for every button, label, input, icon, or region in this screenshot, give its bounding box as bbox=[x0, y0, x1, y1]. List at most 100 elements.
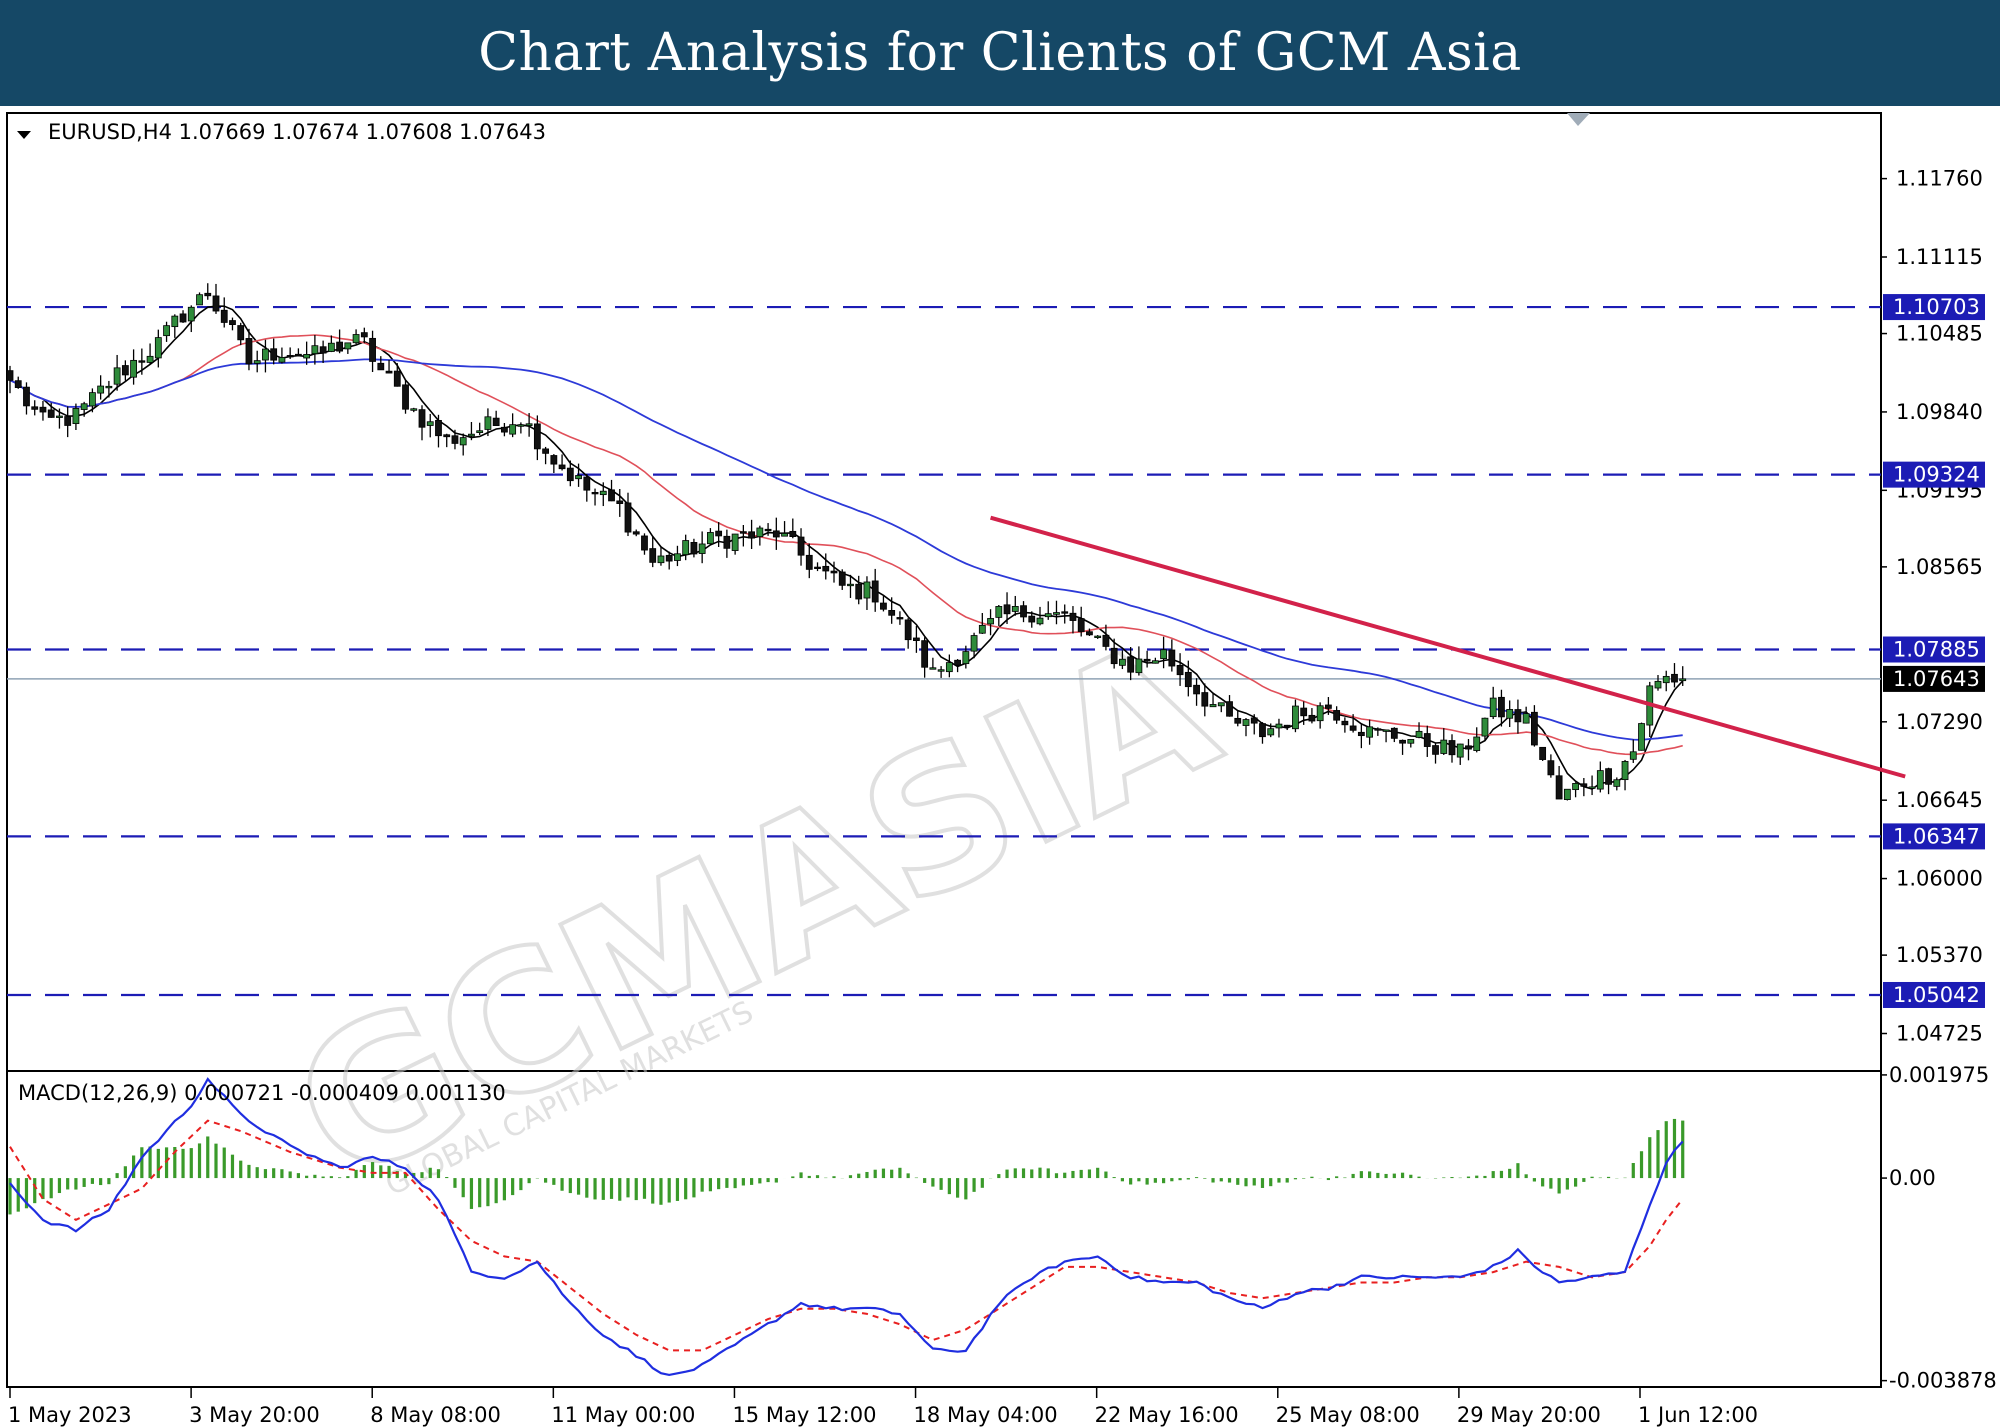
candle bbox=[707, 528, 714, 546]
macd-pane[interactable] bbox=[6, 1070, 1882, 1388]
candle bbox=[830, 561, 838, 583]
candle bbox=[196, 292, 203, 306]
level-label-box bbox=[1883, 461, 1985, 488]
candle bbox=[756, 525, 764, 546]
y-tick-label: 1.08565 bbox=[1896, 555, 1983, 579]
candle bbox=[1498, 689, 1505, 727]
candle bbox=[509, 413, 517, 438]
candle bbox=[550, 454, 558, 474]
candle bbox=[1061, 604, 1069, 624]
candle bbox=[1184, 660, 1192, 697]
candle bbox=[945, 654, 953, 678]
candle bbox=[459, 433, 467, 456]
candle bbox=[393, 363, 401, 387]
candle bbox=[781, 521, 788, 537]
candle bbox=[1522, 706, 1530, 724]
main-pane[interactable] bbox=[6, 112, 1882, 1074]
candle bbox=[1481, 717, 1489, 741]
candle bbox=[764, 523, 772, 536]
candle bbox=[1448, 734, 1456, 763]
candle bbox=[558, 454, 566, 471]
candle bbox=[624, 492, 632, 537]
candle bbox=[1193, 678, 1200, 706]
candle bbox=[1580, 778, 1588, 797]
candle bbox=[1308, 708, 1316, 724]
candle bbox=[608, 479, 615, 502]
symbol-dropdown-icon[interactable] bbox=[17, 131, 31, 139]
symbol-info: EURUSD,H4 1.07669 1.07674 1.07608 1.0764… bbox=[48, 120, 546, 144]
candle bbox=[880, 596, 887, 612]
y-tick-label: 1.07290 bbox=[1896, 710, 1983, 734]
candle bbox=[1226, 695, 1233, 717]
trendline[interactable] bbox=[990, 515, 1906, 779]
candle bbox=[583, 474, 591, 502]
y-tick-label: 1.11115 bbox=[1896, 245, 1983, 269]
candle bbox=[1382, 729, 1390, 743]
candle bbox=[921, 637, 929, 678]
header-banner: Chart Analysis for Clients of GCM Asia bbox=[0, 0, 2000, 106]
candle bbox=[847, 574, 854, 598]
candle bbox=[187, 305, 195, 333]
y-tick-label: 1.09840 bbox=[1896, 400, 1983, 424]
candle bbox=[1316, 702, 1324, 729]
candle bbox=[715, 522, 723, 547]
candle bbox=[797, 528, 805, 566]
candle bbox=[229, 317, 236, 331]
candle bbox=[319, 340, 327, 364]
candle bbox=[814, 562, 821, 572]
candle bbox=[1102, 624, 1110, 651]
x-tick-label: 1 May 2023 bbox=[8, 1403, 132, 1427]
candle bbox=[303, 341, 311, 365]
candle bbox=[327, 335, 335, 353]
macd-signal-line bbox=[9, 1119, 1684, 1352]
candle bbox=[179, 310, 187, 323]
candle bbox=[904, 618, 912, 649]
candle bbox=[1621, 759, 1629, 791]
candle bbox=[311, 335, 319, 365]
candle bbox=[1613, 777, 1621, 791]
candle bbox=[1555, 765, 1563, 800]
candle bbox=[385, 359, 393, 374]
x-tick-label: 11 May 00:00 bbox=[551, 1403, 695, 1427]
candle bbox=[863, 576, 871, 610]
candle bbox=[1036, 606, 1044, 626]
x-tick-label: 8 May 08:00 bbox=[370, 1403, 501, 1427]
candle bbox=[1596, 761, 1604, 793]
candle bbox=[278, 347, 286, 364]
candle bbox=[130, 349, 138, 385]
candle bbox=[154, 329, 162, 368]
candle bbox=[1465, 739, 1472, 761]
page-title: Chart Analysis for Clients of GCM Asia bbox=[478, 23, 1522, 83]
candle bbox=[204, 283, 212, 300]
ma-slow-line bbox=[9, 358, 1683, 741]
candle bbox=[789, 518, 797, 539]
price-chart[interactable]: GCMASIA GLOBAL CAPITAL MARKETS 1.117601.… bbox=[0, 106, 2000, 1428]
candle bbox=[682, 534, 690, 561]
candle bbox=[352, 329, 360, 345]
candle bbox=[443, 433, 451, 448]
candle bbox=[632, 529, 640, 537]
candle bbox=[426, 413, 434, 438]
candle bbox=[31, 400, 39, 416]
candle bbox=[748, 519, 755, 550]
x-tick-label: 15 May 12:00 bbox=[732, 1403, 876, 1427]
candle bbox=[97, 375, 105, 400]
candle bbox=[1110, 638, 1118, 669]
candle bbox=[739, 525, 747, 547]
candle bbox=[1539, 746, 1547, 761]
candle bbox=[1325, 697, 1332, 715]
candle bbox=[369, 330, 376, 373]
y-tick-label: 1.05370 bbox=[1896, 943, 1983, 967]
candle bbox=[1423, 725, 1431, 757]
candle bbox=[253, 350, 261, 373]
candle bbox=[1209, 692, 1217, 708]
chart-shift-marker-icon[interactable] bbox=[1567, 113, 1590, 126]
candle bbox=[1547, 754, 1555, 778]
level-label-box bbox=[1883, 823, 1985, 850]
candle bbox=[822, 553, 830, 580]
candle bbox=[237, 322, 245, 346]
candle bbox=[772, 517, 780, 550]
candle bbox=[270, 338, 278, 365]
candle bbox=[500, 423, 508, 437]
candle bbox=[1086, 628, 1093, 636]
